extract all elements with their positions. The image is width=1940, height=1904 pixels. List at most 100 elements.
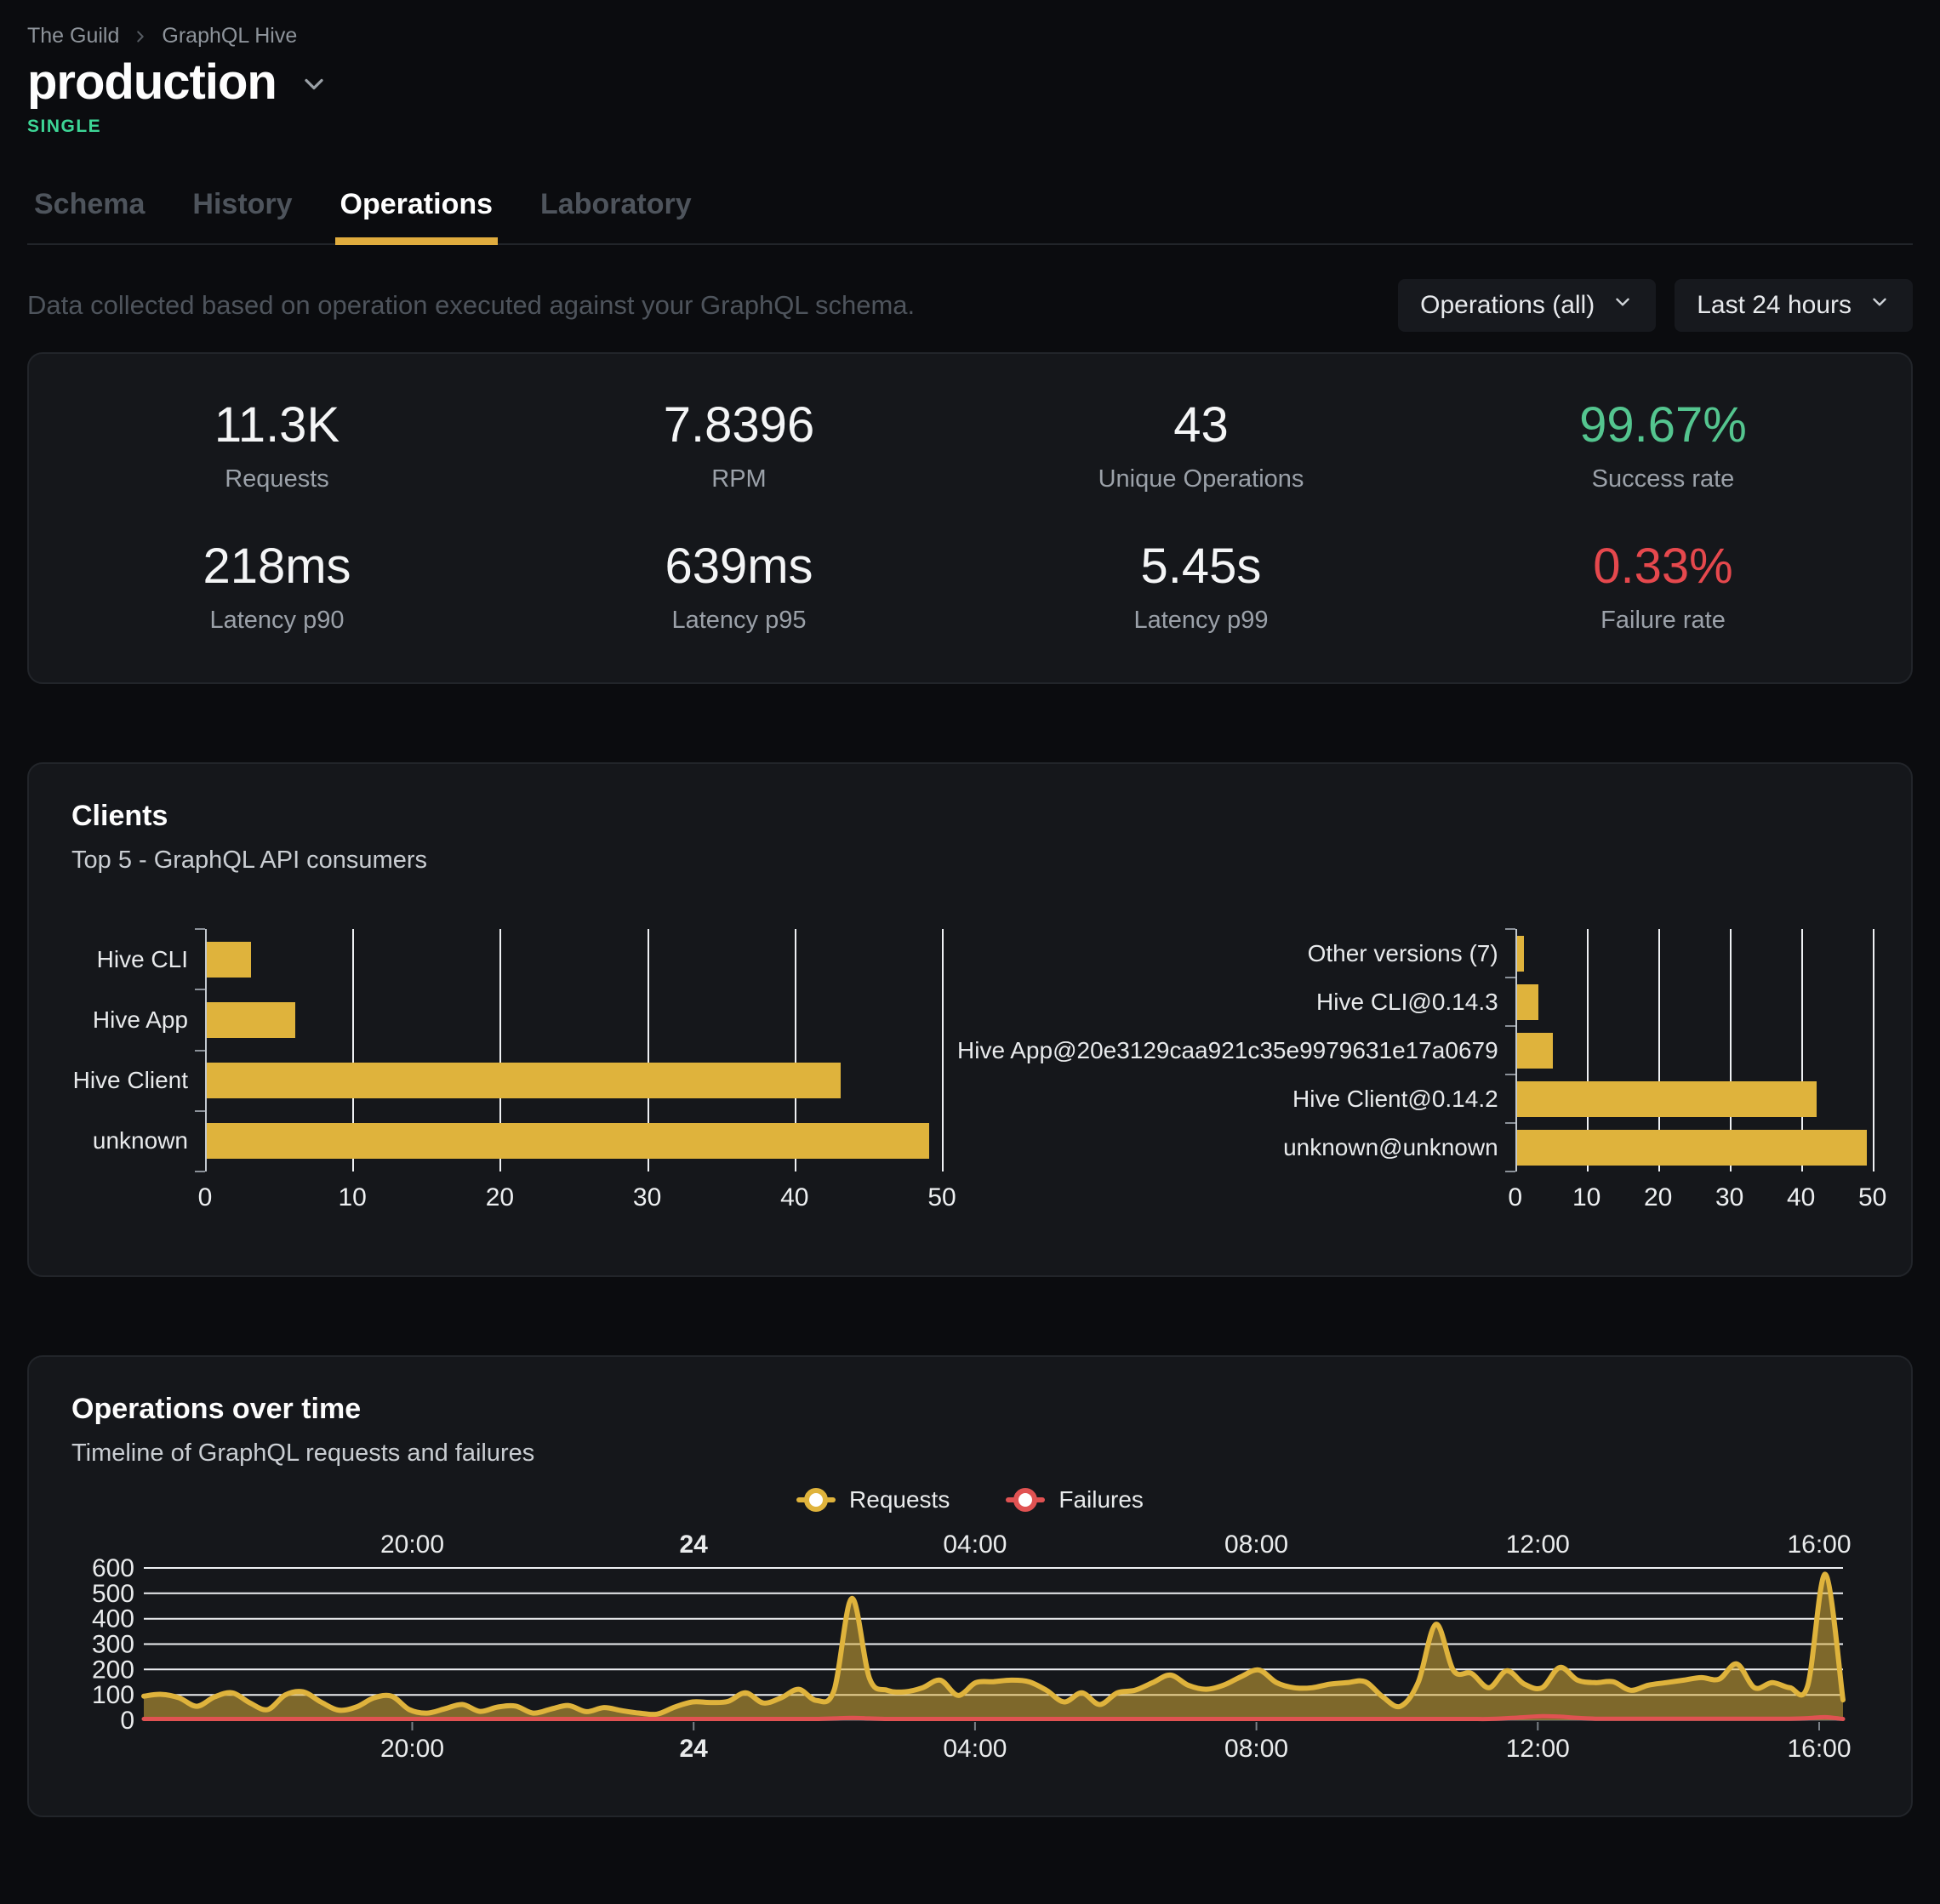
- gridline: [942, 929, 944, 1171]
- clients-panel-title: Clients: [71, 800, 168, 832]
- target-title-row: production: [27, 57, 1913, 108]
- clients-by-version-chart[interactable]: Other versions (7) Hive CLI@0.14.3 Hive Ap…: [957, 928, 1886, 1214]
- svg-text:08:00: 08:00: [1224, 1531, 1288, 1559]
- y-axis-line: [205, 929, 207, 1171]
- page-title: production: [27, 54, 277, 110]
- x-tick-label: 0: [197, 1183, 213, 1211]
- chevron-down-icon[interactable]: [299, 69, 329, 104]
- legend-marker-icon: [1006, 1488, 1046, 1512]
- bar[interactable]: [1516, 1129, 1868, 1166]
- stat-label: Latency p99: [1133, 607, 1269, 634]
- axis-tick: [195, 1171, 205, 1172]
- breadcrumb: The Guild GraphQL Hive: [27, 24, 1913, 48]
- svg-text:200: 200: [92, 1656, 134, 1684]
- clients-charts-row: Hive CLI Hive App Hive Client unknown 0 10 20 3…: [71, 928, 1886, 1214]
- bar[interactable]: [207, 941, 251, 978]
- bar-plot-area[interactable]: [1504, 928, 1874, 1172]
- svg-text:08:00: 08:00: [1224, 1735, 1288, 1763]
- x-tick-label: 0: [1508, 1183, 1523, 1211]
- chevron-down-icon: [1869, 291, 1891, 320]
- tab-schema[interactable]: Schema: [34, 188, 146, 220]
- gridline: [499, 929, 502, 1171]
- axis-tick: [195, 1109, 205, 1112]
- x-tick-label: 10: [1572, 1183, 1601, 1211]
- chevron-down-icon: [1612, 291, 1634, 320]
- breadcrumb-item[interactable]: GraphQL Hive: [162, 24, 298, 48]
- period-filter-dropdown[interactable]: Last 24 hours: [1675, 279, 1913, 332]
- bar-label: Hive Client@0.14.2: [1292, 1085, 1498, 1112]
- bar-plot-area[interactable]: [195, 928, 944, 1172]
- gridline: [1586, 929, 1589, 1171]
- bar[interactable]: [207, 1063, 841, 1099]
- bar-label: Hive CLI: [96, 945, 188, 972]
- bar[interactable]: [207, 1001, 295, 1038]
- stat-value: 639ms: [665, 539, 813, 594]
- axis-tick: [1504, 1122, 1515, 1124]
- x-tick-label: 50: [927, 1183, 956, 1211]
- stat-label: Success rate: [1591, 465, 1735, 493]
- tab-history[interactable]: History: [192, 188, 293, 220]
- x-tick-label: 30: [632, 1183, 662, 1211]
- svg-text:24: 24: [680, 1735, 709, 1763]
- stat-failure-rate: 0.33% Failure rate: [1432, 538, 1894, 635]
- stat-value: 218ms: [203, 539, 351, 594]
- svg-text:20:00: 20:00: [380, 1531, 444, 1559]
- bar[interactable]: [1516, 935, 1525, 972]
- tab-bar: Schema History Operations Laboratory: [27, 188, 1913, 245]
- breadcrumb-item[interactable]: The Guild: [27, 24, 120, 48]
- svg-text:12:00: 12:00: [1506, 1735, 1570, 1763]
- legend-item-failures[interactable]: Failures: [1006, 1486, 1144, 1514]
- bar[interactable]: [1516, 983, 1538, 1020]
- operations-panel-subtitle: Timeline of GraphQL requests and failure…: [71, 1439, 535, 1467]
- stat-rpm: 7.8396 RPM: [508, 396, 970, 493]
- operations-filter-dropdown[interactable]: Operations (all): [1398, 279, 1657, 332]
- bar-label: unknown@unknown: [1283, 1133, 1498, 1160]
- stat-label: Failure rate: [1600, 607, 1726, 634]
- svg-text:100: 100: [92, 1681, 134, 1709]
- clients-by-name-chart[interactable]: Hive CLI Hive App Hive Client unknown 0 10 20 3…: [71, 928, 957, 1214]
- bar[interactable]: [207, 1123, 929, 1160]
- gridline: [1658, 929, 1660, 1171]
- stat-latency-p99: 5.45s Latency p99: [970, 538, 1432, 635]
- bar[interactable]: [1516, 1080, 1817, 1117]
- timeline-chart[interactable]: 0 100 200 300 400 500 600 20:00 20:00 24 24 04:00 04…: [71, 1525, 1869, 1785]
- stat-value: 7.8396: [663, 397, 815, 453]
- bar-label: Other versions (7): [1307, 939, 1498, 966]
- legend-item-requests[interactable]: Requests: [796, 1486, 950, 1514]
- stat-value: 11.3K: [214, 397, 340, 453]
- x-axis-ticks: 0 10 20 30 40 50: [1508, 1183, 1886, 1214]
- stat-label: Unique Operations: [1098, 465, 1304, 493]
- svg-text:0: 0: [120, 1707, 134, 1735]
- x-axis-ticks: 0 10 20 30 40 50: [198, 1183, 956, 1214]
- operations-filter-label: Operations (all): [1420, 291, 1595, 319]
- stat-unique-operations: 43 Unique Operations: [970, 396, 1432, 493]
- x-tick-label: 50: [1857, 1183, 1887, 1211]
- axis-tick: [1504, 928, 1515, 930]
- tab-operations[interactable]: Operations: [334, 188, 499, 245]
- bar-label: unknown: [92, 1127, 188, 1154]
- stat-label: Latency p95: [671, 607, 807, 634]
- tab-laboratory[interactable]: Laboratory: [540, 188, 692, 220]
- legend-marker-icon: [796, 1488, 836, 1512]
- stat-success-rate: 99.67% Success rate: [1432, 396, 1894, 493]
- stat-latency-p90: 218ms Latency p90: [46, 538, 508, 635]
- x-tick-label: 30: [1715, 1183, 1744, 1211]
- axis-tick: [1504, 1025, 1515, 1027]
- filter-row: Data collected based on operation execut…: [27, 279, 1913, 332]
- clients-panel: Clients Top 5 - GraphQL API consumers Hi…: [27, 762, 1913, 1277]
- svg-text:04:00: 04:00: [943, 1735, 1007, 1763]
- filter-buttons: Operations (all) Last 24 hours: [1398, 279, 1913, 332]
- stat-value: 99.67%: [1579, 397, 1747, 453]
- axis-tick: [195, 1049, 205, 1052]
- header: The Guild GraphQL Hive production SINGLE …: [0, 0, 1940, 245]
- bar[interactable]: [1516, 1032, 1553, 1069]
- y-axis-line: [1515, 929, 1517, 1171]
- axis-tick: [195, 989, 205, 991]
- stat-value: 0.33%: [1593, 539, 1733, 594]
- axis-tick: [1504, 1074, 1515, 1075]
- axis-tick: [195, 928, 205, 930]
- svg-text:16:00: 16:00: [1787, 1531, 1851, 1559]
- legend-label: Failures: [1058, 1486, 1144, 1513]
- bar-label: Hive App@20e3129caa921c35e9979631e17a067…: [957, 1036, 1498, 1063]
